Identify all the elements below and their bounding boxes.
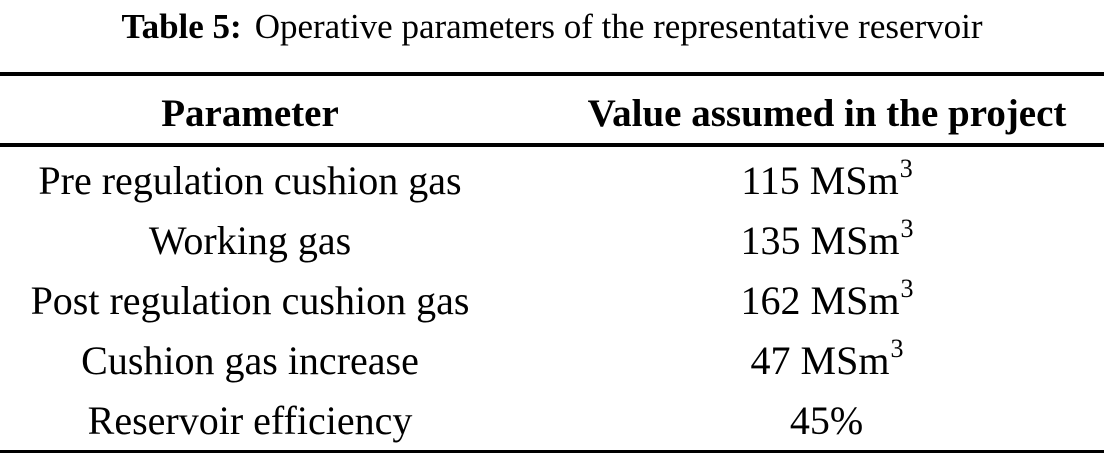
value-superscript: 3 — [899, 153, 913, 183]
value-superscript: 3 — [900, 213, 914, 243]
parameter-cell: Cushion gas increase — [81, 337, 419, 383]
table-header-row: Parameter Value assumed in the project — [0, 76, 1104, 143]
value-text: 45% — [789, 397, 864, 443]
table-mid-rule — [0, 143, 1104, 147]
value-text: 115 MSm — [741, 157, 899, 203]
table-row: Pre regulation cushion gas 115 MSm3 — [0, 150, 1104, 210]
table-body: Pre regulation cushion gas 115 MSm3 Work… — [0, 147, 1104, 450]
header-parameter: Parameter — [161, 91, 339, 135]
value-text: 47 MSm — [750, 337, 890, 383]
table-row: Post regulation cushion gas 162 MSm3 — [0, 270, 1104, 330]
value-cell: 135 MSm3 — [550, 213, 1104, 264]
value-cell: 162 MSm3 — [550, 273, 1104, 324]
value-text: 135 MSm — [740, 217, 900, 263]
table-caption-label: Table 5: — [121, 7, 242, 46]
parameter-cell: Post regulation cushion gas — [30, 277, 470, 323]
parameter-cell: Working gas — [148, 217, 352, 263]
value-cell: 115 MSm3 — [550, 153, 1104, 204]
table-top-rule — [0, 72, 1104, 76]
table-row: Cushion gas increase 47 MSm3 — [0, 330, 1104, 390]
table-row: Reservoir efficiency 45% — [0, 390, 1104, 450]
value-superscript: 3 — [890, 333, 904, 363]
value-cell: 45% — [550, 397, 1104, 444]
value-cell: 47 MSm3 — [550, 333, 1104, 384]
parameter-cell: Reservoir efficiency — [87, 397, 413, 443]
table-bottom-rule — [0, 450, 1104, 453]
value-superscript: 3 — [900, 273, 914, 303]
table-row: Working gas 135 MSm3 — [0, 210, 1104, 270]
table-caption: Table 5: Operative parameters of the repr… — [0, 0, 1104, 50]
parameter-cell: Pre regulation cushion gas — [38, 157, 462, 203]
value-text: 162 MSm — [740, 277, 900, 323]
header-value: Value assumed in the project — [587, 91, 1067, 135]
table-caption-text: Operative parameters of the representati… — [254, 7, 983, 46]
